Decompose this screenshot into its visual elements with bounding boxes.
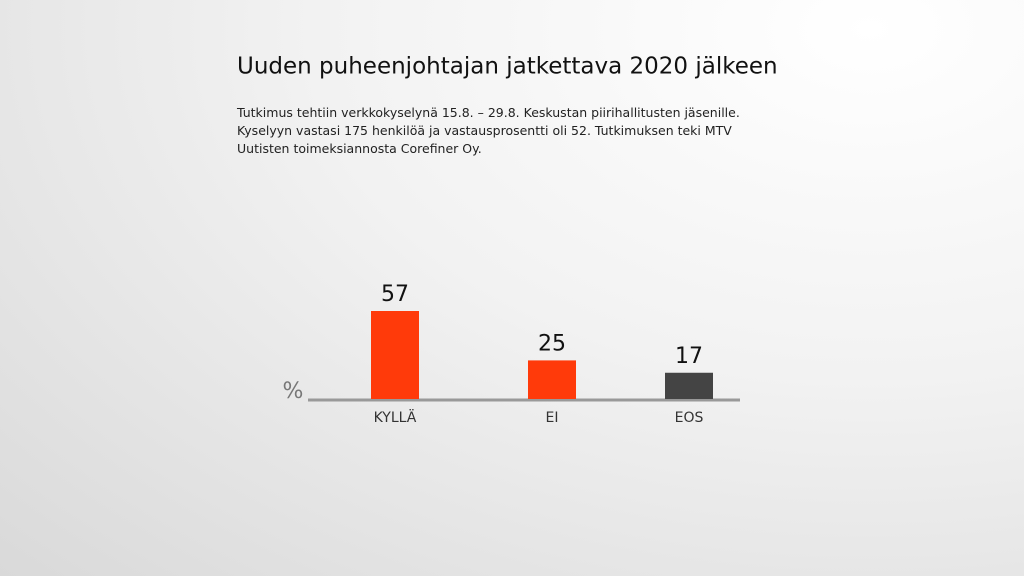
chart-title: Uuden puheenjohtajan jatkettava 2020 jäl… — [237, 54, 778, 80]
value-label: 57 — [381, 282, 409, 307]
bar — [371, 311, 419, 399]
value-label: 25 — [538, 331, 566, 356]
x-tick-label: EOS — [675, 410, 704, 426]
x-tick-label: EI — [546, 410, 559, 426]
value-label: 17 — [675, 344, 703, 369]
bar — [528, 360, 576, 399]
bar — [665, 372, 713, 399]
x-tick-label: KYLLÄ — [374, 408, 417, 426]
subtitle: Tutkimus tehtiin verkkokyselynä 15.8. – … — [237, 105, 740, 156]
y-axis-label: % — [283, 379, 304, 404]
